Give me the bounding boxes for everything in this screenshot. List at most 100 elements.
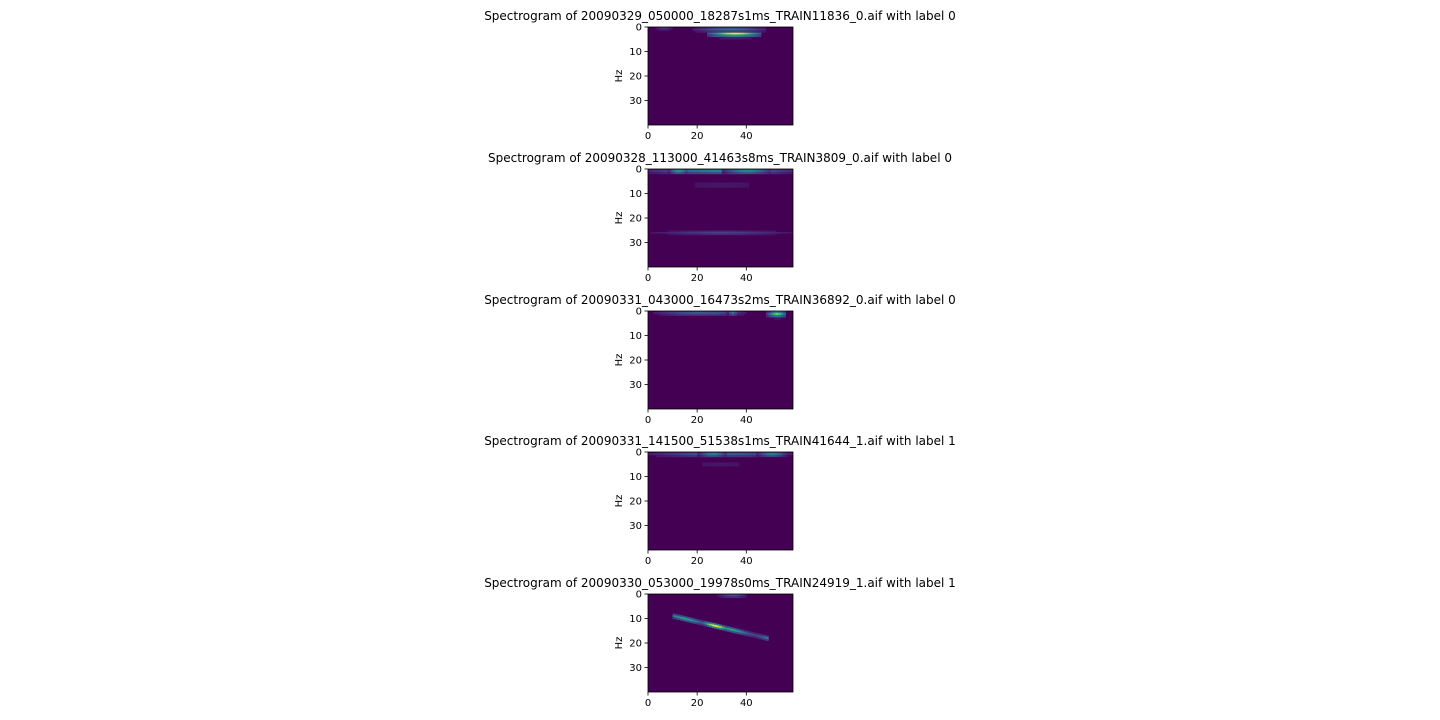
heatmap-cell xyxy=(714,311,718,314)
heatmap-cell xyxy=(743,596,747,599)
heatmap-cell xyxy=(655,452,659,454)
y-axis-label: Hz xyxy=(614,353,625,366)
heatmap-cell xyxy=(736,182,740,188)
heatmap-cell xyxy=(719,462,723,467)
heatmap-cell xyxy=(724,452,727,454)
heatmap-cell xyxy=(714,455,718,458)
heatmap-cell xyxy=(724,596,727,599)
heatmap-cell xyxy=(726,28,730,31)
heatmap-cell xyxy=(785,452,789,454)
heatmap-cell xyxy=(657,313,661,316)
heatmap-cell xyxy=(650,171,654,174)
heatmap-cell xyxy=(743,594,747,597)
heatmap-cell xyxy=(741,169,745,172)
heatmap-cell xyxy=(702,168,705,171)
heatmap-cell xyxy=(670,231,673,234)
heatmap-cell xyxy=(753,30,757,33)
y-tick-label: 10 xyxy=(629,47,642,58)
heatmap-cell xyxy=(736,594,740,597)
x-tick-label: 20 xyxy=(691,415,704,426)
heatmap-cell xyxy=(768,453,772,456)
heatmap-cell xyxy=(761,171,764,174)
heatmap-cell xyxy=(714,462,718,467)
heatmap-cell xyxy=(689,311,693,314)
heatmap-cell xyxy=(699,453,703,456)
heatmap-cell xyxy=(697,171,700,174)
heatmap-cell xyxy=(741,452,745,454)
heatmap-cell xyxy=(721,594,725,597)
heatmap-cell xyxy=(761,453,764,456)
heatmap-cell xyxy=(726,453,730,456)
heatmap-cell xyxy=(783,452,786,454)
y-axis-label: Hz xyxy=(614,637,625,650)
heatmap-cell xyxy=(731,27,735,29)
heatmap-cell xyxy=(689,233,693,236)
heatmap-cell xyxy=(716,313,720,316)
heatmap-cell xyxy=(719,30,723,33)
heatmap-cell xyxy=(775,310,779,313)
heatmap-cell xyxy=(706,27,710,29)
heatmap-cell xyxy=(785,453,789,456)
heatmap-cell xyxy=(672,455,676,458)
x-tick-label: 40 xyxy=(740,415,753,426)
heatmap-cell xyxy=(692,452,695,454)
heatmap-cell xyxy=(748,31,752,35)
heatmap-cell xyxy=(682,171,686,174)
heatmap-cell xyxy=(694,453,698,456)
heatmap-cell xyxy=(734,453,737,456)
heatmap-cell xyxy=(689,171,693,174)
heatmap-cell xyxy=(692,171,695,174)
heatmap-cell xyxy=(758,233,762,236)
heatmap-cell xyxy=(692,618,695,621)
heatmap-cell xyxy=(743,28,747,31)
heatmap-cell xyxy=(719,626,723,629)
heatmap-cell xyxy=(746,230,750,233)
heatmap-cell xyxy=(716,624,720,627)
heatmap-cell xyxy=(763,233,767,236)
heatmap-cell xyxy=(657,310,661,312)
heatmap-cell xyxy=(667,28,671,31)
heatmap-cell xyxy=(753,632,757,635)
heatmap-cell xyxy=(751,28,754,31)
heatmap-cell xyxy=(729,313,732,316)
chart-title: Spectrogram of 20090328_113000_41463s8ms… xyxy=(488,150,952,165)
heatmap-cell xyxy=(743,34,747,38)
heatmap-cell xyxy=(741,233,745,236)
heatmap-cell xyxy=(780,169,784,173)
heatmap-cell xyxy=(753,34,757,38)
heatmap-cell xyxy=(748,453,752,456)
heatmap-cell xyxy=(702,233,705,236)
heatmap-cell xyxy=(667,233,671,236)
heatmap-cell xyxy=(652,171,656,174)
heatmap-cell xyxy=(711,231,715,234)
heatmap-cell xyxy=(724,31,727,35)
heatmap-cell xyxy=(719,310,723,312)
heatmap-cell xyxy=(721,625,725,628)
heatmap-cell xyxy=(773,310,777,313)
heatmap-cell xyxy=(731,452,735,454)
heatmap-cell xyxy=(743,633,747,636)
heatmap-cell xyxy=(753,31,757,35)
heatmap-cell xyxy=(709,27,713,29)
heatmap-cell xyxy=(751,31,754,35)
heatmap-cell xyxy=(726,310,730,312)
heatmap-cell xyxy=(736,311,740,314)
y-tick-label: 20 xyxy=(629,497,642,508)
heatmap-cell xyxy=(753,233,757,236)
heatmap-cell xyxy=(763,171,767,174)
heatmap-cell xyxy=(719,169,723,173)
heatmap-cell xyxy=(672,613,676,616)
heatmap-cell xyxy=(692,169,695,173)
heatmap-cell xyxy=(731,596,735,599)
heatmap-cell xyxy=(694,452,698,454)
heatmap-cell xyxy=(716,27,720,29)
heatmap-cell xyxy=(702,169,705,173)
heatmap-cell xyxy=(682,231,686,234)
heatmap-cell xyxy=(748,36,752,40)
heatmap-cell xyxy=(716,231,720,234)
heatmap-cell xyxy=(670,233,673,236)
y-axis-label: Hz xyxy=(614,211,625,224)
heatmap-cell xyxy=(719,453,723,456)
heatmap-cell xyxy=(763,28,767,31)
chart-title: Spectrogram of 20090331_043000_16473s2ms… xyxy=(484,292,956,307)
